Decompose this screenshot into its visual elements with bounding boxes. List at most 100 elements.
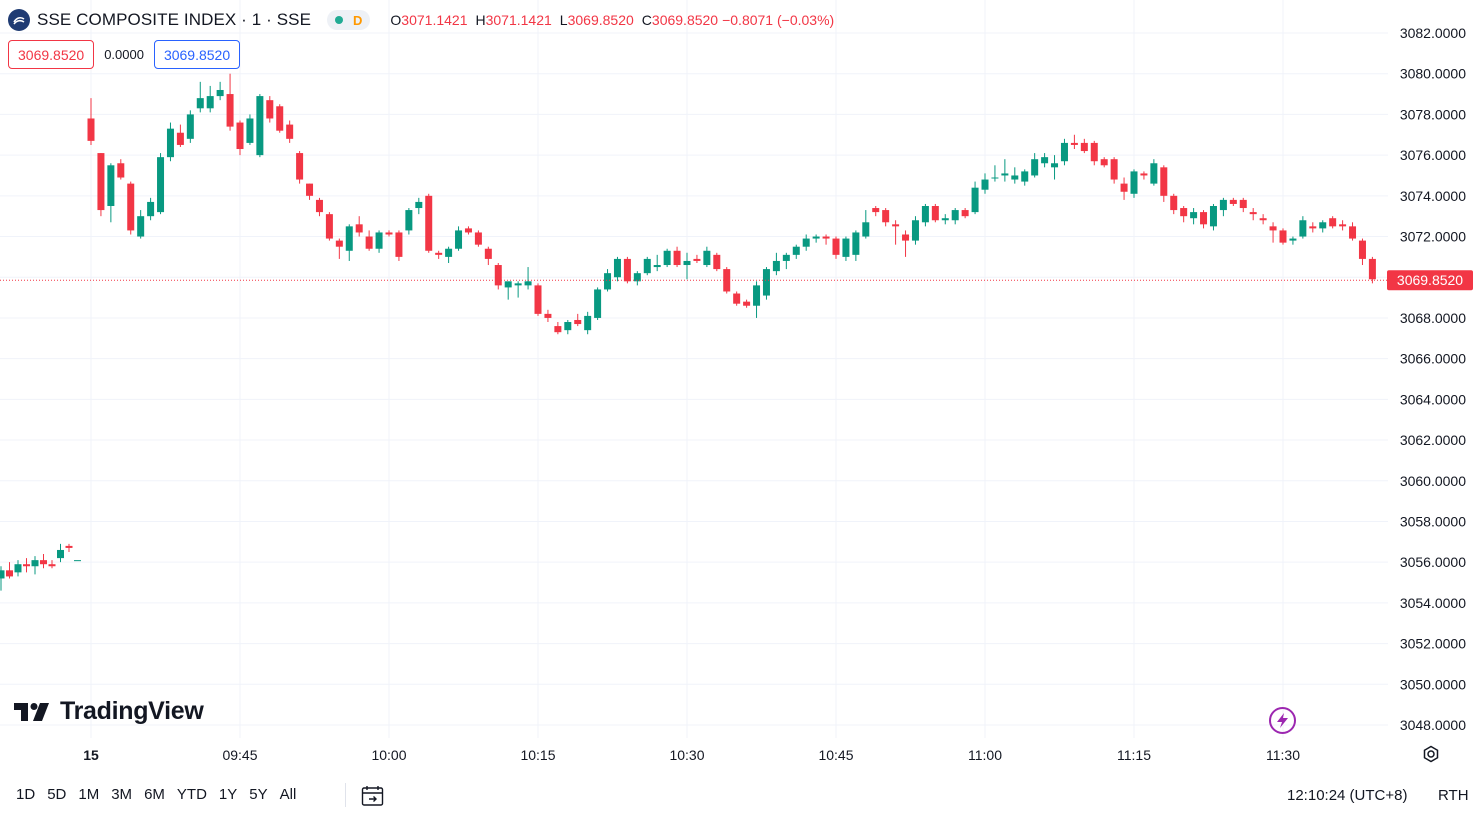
go-to-date-calendar-icon[interactable]: [360, 783, 386, 809]
candle-body: [1209, 206, 1217, 227]
candle-body: [226, 94, 234, 127]
candle-body: [1239, 199, 1247, 209]
candle-body: [40, 560, 47, 565]
candle-body: [435, 252, 443, 255]
symbol-title[interactable]: SSE COMPOSITE INDEX · 1 · SSE: [37, 10, 312, 29]
price-axis[interactable]: 3082.0000 3080.0000 3078.0000 3076.0000 3074…: [1400, 25, 1466, 733]
symbol-legend: SSE COMPOSITE INDEX · 1 · SSE D O3071.14…: [8, 8, 834, 32]
range-button-5y[interactable]: 5Y: [249, 786, 268, 803]
price-tick-label: 3060.0000: [1400, 473, 1466, 489]
price-tick-label: 3074.0000: [1400, 188, 1466, 204]
candle-body: [355, 224, 363, 233]
symbol-logo-icon[interactable]: [8, 9, 30, 31]
candle-body: [951, 210, 959, 221]
time-axis[interactable]: 15 09:45 10:00 10:15 10:30 10:45 11:00 11:15 11:…: [83, 747, 1300, 763]
timezone-clock[interactable]: 12:10:24 (UTC+8): [1287, 787, 1408, 804]
candle-body: [296, 153, 304, 180]
candle-body: [57, 549, 64, 559]
candle-body: [733, 293, 741, 304]
gear-icon[interactable]: [1420, 743, 1442, 765]
time-tick-label: 10:45: [818, 747, 853, 763]
market-status-pill[interactable]: D: [327, 10, 371, 30]
candle-body: [981, 179, 989, 190]
candle-body: [1080, 142, 1088, 152]
price-tick-label: 3076.0000: [1400, 147, 1466, 163]
candle-body: [673, 250, 681, 266]
range-button-1m[interactable]: 1M: [78, 786, 100, 803]
candle-body: [1180, 208, 1188, 217]
high-value: 3071.1421: [485, 12, 552, 28]
candle-body: [455, 230, 463, 249]
last-price-label: 3069.8520: [1387, 270, 1473, 291]
candle-body: [494, 265, 502, 286]
candle-body: [772, 260, 780, 272]
candle-body: [1358, 240, 1366, 259]
price-tick-label: 3080.0000: [1400, 66, 1466, 82]
range-button-3m[interactable]: 3M: [111, 786, 133, 803]
candle-body: [1150, 163, 1158, 184]
candle-body: [852, 232, 860, 255]
candle-body: [902, 234, 910, 241]
candle-body: [6, 570, 13, 577]
candle-body: [246, 118, 254, 143]
range-button-6m[interactable]: 6M: [144, 786, 165, 803]
candle-body: [48, 564, 56, 567]
candle-body: [1299, 220, 1307, 237]
candle-body: [137, 216, 145, 237]
time-tick-label: 11:15: [1117, 747, 1151, 763]
candle-body: [1070, 142, 1078, 145]
session-toggle[interactable]: RTH: [1438, 787, 1469, 804]
price-tick-label: 3064.0000: [1400, 391, 1466, 407]
candle-body: [405, 210, 413, 231]
candle-body: [663, 250, 671, 266]
candle-body: [415, 201, 423, 209]
chart-plot[interactable]: 3082.0000 3080.0000 3078.0000 3076.0000 3074…: [0, 0, 1475, 778]
close-label: C: [641, 12, 652, 28]
candle-body: [693, 258, 701, 261]
candle-body: [1259, 218, 1267, 221]
candle-body: [1140, 173, 1148, 176]
candle-body: [931, 206, 939, 221]
candle-body: [653, 265, 661, 268]
candle-body: [1309, 226, 1317, 229]
candle-body: [1349, 226, 1357, 239]
range-button-5d[interactable]: 5D: [47, 786, 67, 803]
candle-body: [812, 236, 820, 239]
range-button-ytd[interactable]: YTD: [176, 786, 207, 803]
candle-body: [524, 281, 532, 286]
candle-body: [991, 177, 999, 179]
sell-price-button[interactable]: 3069.8520: [8, 40, 95, 69]
candle-body: [792, 246, 800, 255]
candle-body: [65, 545, 73, 548]
lightning-icon[interactable]: [1269, 707, 1296, 734]
range-button-all[interactable]: All: [279, 786, 297, 803]
candle-body: [574, 319, 582, 325]
candle-body: [186, 114, 194, 139]
candle-body: [97, 153, 105, 211]
candle-body: [971, 187, 979, 213]
range-button-1y[interactable]: 1Y: [218, 786, 238, 803]
candle-body: [564, 322, 572, 331]
buy-price-button[interactable]: 3069.8520: [153, 40, 241, 69]
range-button-1d[interactable]: 1D: [16, 786, 36, 803]
candle-body: [206, 96, 214, 109]
candle-body: [107, 165, 115, 206]
candle-body: [1289, 238, 1297, 241]
candle-body: [1190, 212, 1198, 219]
price-tick-label: 3052.0000: [1400, 636, 1466, 652]
candle-body: [514, 283, 522, 286]
tradingview-logo[interactable]: TradingView: [14, 697, 204, 726]
toolbar-divider: [345, 783, 346, 807]
candle-body: [822, 236, 830, 239]
candle-body: [445, 248, 453, 257]
time-tick-label: 15: [83, 747, 99, 763]
candle-body: [1170, 195, 1178, 211]
candle-body: [395, 232, 403, 257]
tradingview-mark-icon: [14, 702, 49, 721]
candle-body: [613, 258, 621, 278]
candle-body: [1329, 218, 1337, 227]
candle-body: [484, 248, 492, 259]
candle-body: [87, 118, 95, 141]
candle-body: [74, 560, 81, 562]
candle-body: [743, 301, 751, 306]
